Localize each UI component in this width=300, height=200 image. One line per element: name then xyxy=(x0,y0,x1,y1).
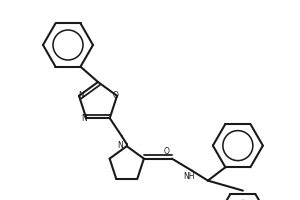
Text: O: O xyxy=(164,147,170,156)
Text: NH: NH xyxy=(183,172,195,181)
Text: N: N xyxy=(81,114,87,123)
Text: N: N xyxy=(78,91,84,100)
Text: O: O xyxy=(113,91,119,100)
Text: N: N xyxy=(117,141,123,150)
